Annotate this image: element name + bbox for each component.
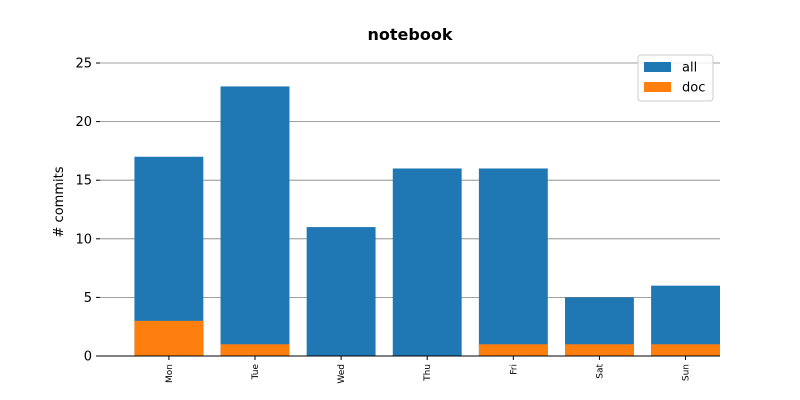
- bar-doc-sat: [565, 344, 634, 356]
- x-tick-label: Mon: [165, 364, 175, 383]
- x-tick-label: Sun: [682, 364, 692, 381]
- bar-doc-fri: [478, 344, 548, 356]
- legend-swatch-doc: [644, 82, 671, 92]
- legend: all doc: [637, 54, 714, 102]
- y-tick-label: 15: [75, 174, 92, 189]
- y-tick-label: 25: [75, 57, 92, 72]
- bar-all-wed: [306, 227, 376, 356]
- legend-label-all: all: [682, 61, 697, 76]
- y-tick-label: 10: [75, 232, 92, 247]
- legend-swatch-all: [644, 62, 671, 72]
- x-tick-label: Fri: [509, 364, 519, 375]
- bar-all-thu: [392, 168, 462, 356]
- x-tick-label: Tue: [251, 364, 261, 381]
- y-tick-label: 5: [84, 291, 92, 306]
- y-tick-label: 0: [84, 350, 92, 365]
- bars: [134, 86, 720, 356]
- bar-doc-tue: [220, 344, 290, 356]
- bar-doc-mon: [134, 320, 204, 356]
- y-tick-label: 20: [75, 115, 92, 130]
- axes: 0 5 10 15 20 25 Mon Tue Wed Thu Fri Sat Sun: [75, 57, 720, 384]
- bar-doc-sun: [651, 344, 720, 356]
- x-tick-label: Wed: [337, 364, 347, 384]
- bar-all-fri: [478, 168, 548, 356]
- chart-title: notebook: [368, 25, 453, 44]
- x-tick-label: Sat: [595, 364, 605, 379]
- bar-all-tue: [220, 86, 290, 356]
- y-axis-label: # commits: [52, 166, 67, 237]
- x-tick-label: Thu: [423, 364, 433, 382]
- legend-label-doc: doc: [682, 81, 705, 96]
